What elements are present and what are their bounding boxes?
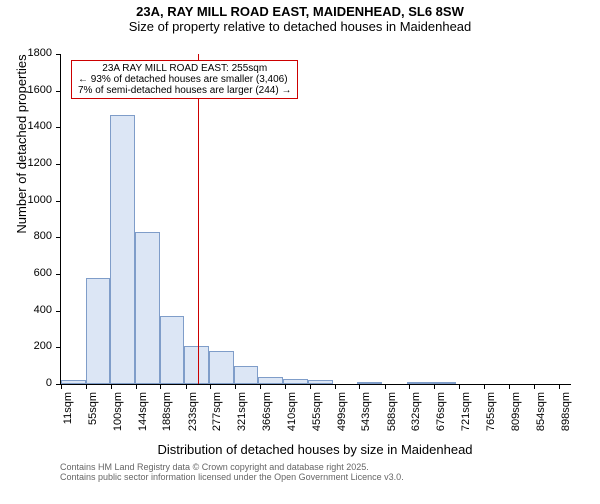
footer-attribution: Contains HM Land Registry data © Crown c…: [60, 462, 404, 482]
ytick-label: 1800: [28, 47, 52, 59]
xtick-line: [235, 384, 236, 389]
xtick-line: [509, 384, 510, 389]
chart-subtitle: Size of property relative to detached ho…: [0, 19, 600, 34]
xtick-label: 809sqm: [510, 392, 522, 442]
xtick-line: [310, 384, 311, 389]
xtick-line: [86, 384, 87, 389]
ytick-label: 600: [34, 267, 52, 279]
xtick-line: [484, 384, 485, 389]
xtick-line: [160, 384, 161, 389]
ytick-line: [56, 164, 61, 165]
xtick-line: [359, 384, 360, 389]
ytick-label: 1200: [28, 157, 52, 169]
xtick-label: 144sqm: [137, 392, 149, 442]
histogram-bar: [258, 377, 283, 384]
xtick-line: [335, 384, 336, 389]
chart-title: 23A, RAY MILL ROAD EAST, MAIDENHEAD, SL6…: [0, 4, 600, 19]
xtick-line: [136, 384, 137, 389]
ytick-label: 0: [46, 377, 52, 389]
ytick-label: 1400: [28, 120, 52, 132]
xtick-label: 366sqm: [261, 392, 273, 442]
ytick-label: 200: [34, 340, 52, 352]
histogram-bar: [110, 115, 135, 385]
xtick-line: [534, 384, 535, 389]
xtick-label: 11sqm: [62, 392, 74, 442]
histogram-bar: [160, 316, 185, 384]
xtick-label: 277sqm: [211, 392, 223, 442]
xtick-label: 721sqm: [460, 392, 472, 442]
xtick-label: 632sqm: [410, 392, 422, 442]
ytick-line: [56, 201, 61, 202]
xtick-line: [434, 384, 435, 389]
ytick-line: [56, 311, 61, 312]
reference-line: [198, 54, 199, 384]
xtick-label: 854sqm: [535, 392, 547, 442]
histogram-bar: [234, 366, 259, 384]
xtick-line: [285, 384, 286, 389]
xtick-label: 410sqm: [286, 392, 298, 442]
ytick-line: [56, 237, 61, 238]
x-axis-label: Distribution of detached houses by size …: [60, 442, 570, 457]
xtick-label: 55sqm: [87, 392, 99, 442]
histogram-bar: [61, 380, 86, 384]
histogram-bar: [308, 380, 333, 384]
xtick-label: 188sqm: [161, 392, 173, 442]
histogram-bar: [135, 232, 160, 384]
histogram-bar: [357, 382, 382, 384]
xtick-line: [210, 384, 211, 389]
xtick-line: [385, 384, 386, 389]
xtick-label: 543sqm: [360, 392, 372, 442]
annotation-line: 7% of semi-detached houses are larger (2…: [78, 85, 291, 96]
footer-line-2: Contains public sector information licen…: [60, 472, 404, 482]
xtick-line: [559, 384, 560, 389]
histogram-bar: [86, 278, 111, 384]
xtick-line: [260, 384, 261, 389]
histogram-bar: [283, 379, 308, 385]
annotation-line: ← 93% of detached houses are smaller (3,…: [78, 74, 291, 85]
xtick-label: 898sqm: [560, 392, 572, 442]
xtick-label: 100sqm: [112, 392, 124, 442]
ytick-line: [56, 274, 61, 275]
ytick-line: [56, 54, 61, 55]
plot-area: 23A RAY MILL ROAD EAST: 255sqm← 93% of d…: [60, 54, 571, 385]
xtick-label: 499sqm: [336, 392, 348, 442]
xtick-label: 455sqm: [311, 392, 323, 442]
xtick-line: [459, 384, 460, 389]
xtick-line: [111, 384, 112, 389]
xtick-line: [61, 384, 62, 389]
ytick-line: [56, 91, 61, 92]
histogram-bar: [184, 346, 209, 385]
ytick-line: [56, 347, 61, 348]
ytick-line: [56, 127, 61, 128]
histogram-bar: [209, 351, 234, 384]
xtick-line: [186, 384, 187, 389]
xtick-label: 588sqm: [386, 392, 398, 442]
annotation-line: 23A RAY MILL ROAD EAST: 255sqm: [78, 63, 291, 74]
xtick-label: 676sqm: [435, 392, 447, 442]
ytick-label: 1600: [28, 84, 52, 96]
annotation-box: 23A RAY MILL ROAD EAST: 255sqm← 93% of d…: [71, 60, 298, 99]
footer-line-1: Contains HM Land Registry data © Crown c…: [60, 462, 404, 472]
ytick-label: 800: [34, 230, 52, 242]
xtick-label: 233sqm: [187, 392, 199, 442]
ytick-label: 1000: [28, 194, 52, 206]
xtick-label: 321sqm: [236, 392, 248, 442]
xtick-label: 765sqm: [485, 392, 497, 442]
ytick-label: 400: [34, 304, 52, 316]
xtick-line: [409, 384, 410, 389]
